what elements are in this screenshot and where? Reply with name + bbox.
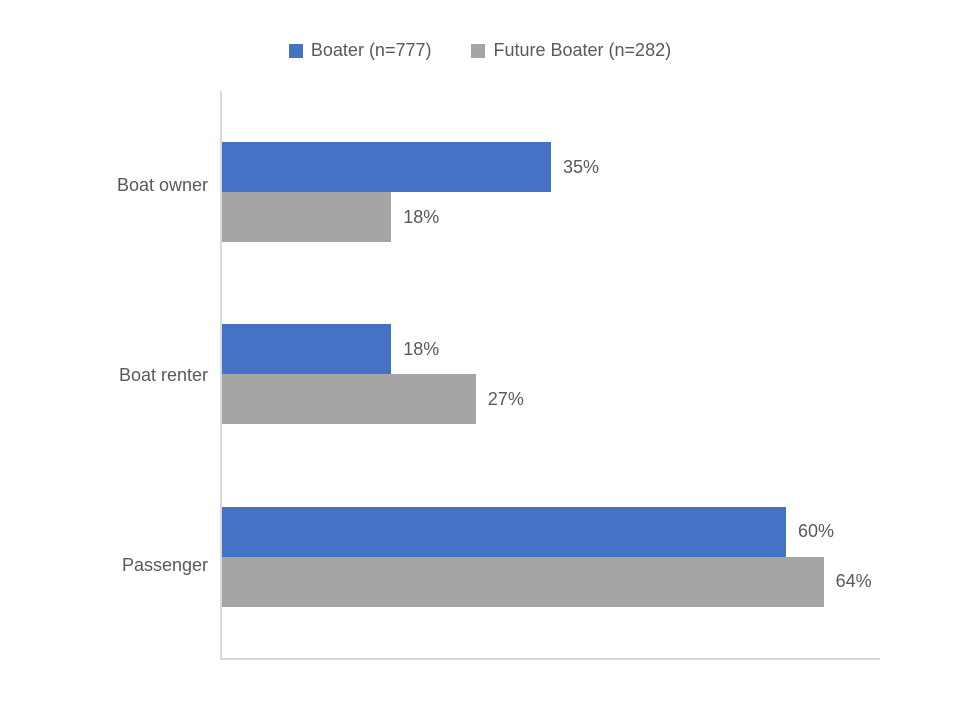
chart-container: Boater (n=777) Future Boater (n=282) Boa… xyxy=(0,0,960,720)
bar-row: 27% xyxy=(222,374,880,424)
bar-row: 18% xyxy=(222,192,880,242)
bar-label: 64% xyxy=(836,571,872,592)
bar-boat-owner-boater xyxy=(222,142,551,192)
bar-passenger-future-boater xyxy=(222,557,824,607)
y-label-boat-renter: Boat renter xyxy=(119,365,208,386)
legend-item-boater: Boater (n=777) xyxy=(289,40,432,61)
legend-label-future-boater: Future Boater (n=282) xyxy=(493,40,671,61)
plot-area: 35% 18% 18% 27% xyxy=(220,91,880,660)
y-label-passenger: Passenger xyxy=(122,555,208,576)
y-axis-labels: Boat owner Boat renter Passenger xyxy=(80,91,220,660)
legend-swatch-future-boater xyxy=(471,44,485,58)
legend-item-future-boater: Future Boater (n=282) xyxy=(471,40,671,61)
bar-row: 35% xyxy=(222,142,880,192)
group-passenger: 60% 64% xyxy=(222,507,880,607)
bar-label: 35% xyxy=(563,157,599,178)
bar-label: 18% xyxy=(403,339,439,360)
bar-passenger-boater xyxy=(222,507,786,557)
plot-row: Boat owner Boat renter Passenger 35% 18%… xyxy=(80,91,880,660)
group-boat-renter: 18% 27% xyxy=(222,324,880,424)
bar-row: 18% xyxy=(222,324,880,374)
bar-boat-renter-boater xyxy=(222,324,391,374)
bar-boat-renter-future-boater xyxy=(222,374,476,424)
legend-label-boater: Boater (n=777) xyxy=(311,40,432,61)
bar-row: 60% xyxy=(222,507,880,557)
bar-boat-owner-future-boater xyxy=(222,192,391,242)
bar-row: 64% xyxy=(222,557,880,607)
legend-swatch-boater xyxy=(289,44,303,58)
legend: Boater (n=777) Future Boater (n=282) xyxy=(80,40,880,61)
bar-label: 60% xyxy=(798,521,834,542)
group-boat-owner: 35% 18% xyxy=(222,142,880,242)
y-label-boat-owner: Boat owner xyxy=(117,175,208,196)
bar-label: 18% xyxy=(403,207,439,228)
bar-label: 27% xyxy=(488,389,524,410)
